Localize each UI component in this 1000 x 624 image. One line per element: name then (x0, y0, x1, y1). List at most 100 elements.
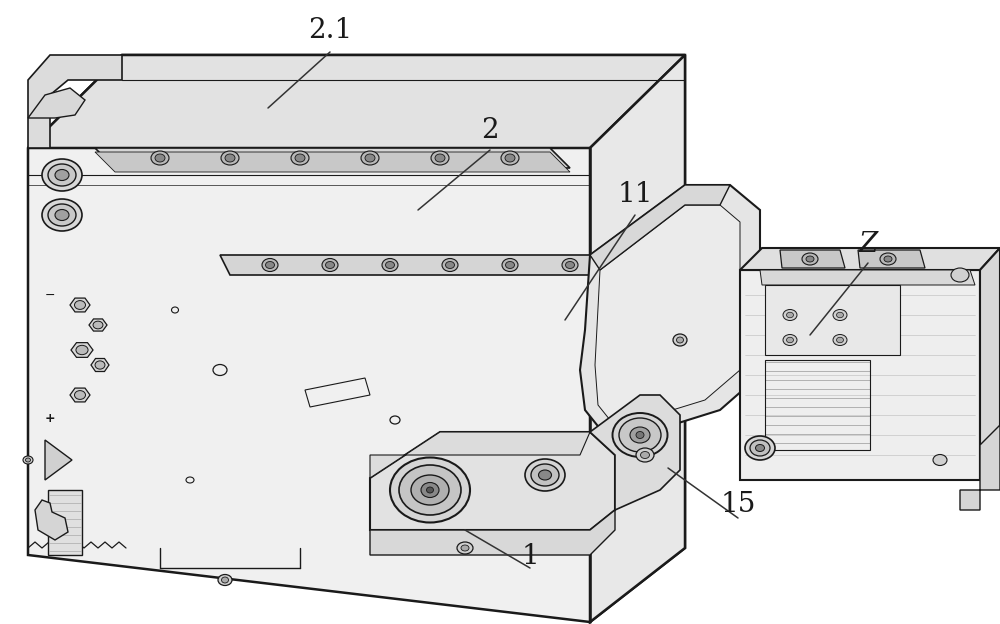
Ellipse shape (505, 154, 515, 162)
Text: −: − (45, 288, 55, 301)
Ellipse shape (42, 199, 82, 231)
Ellipse shape (262, 258, 278, 271)
Ellipse shape (676, 337, 684, 343)
Ellipse shape (783, 334, 797, 346)
Polygon shape (95, 148, 570, 168)
Ellipse shape (93, 321, 103, 329)
Polygon shape (95, 152, 570, 172)
Polygon shape (48, 490, 82, 555)
Text: 15: 15 (720, 492, 756, 519)
Polygon shape (858, 250, 925, 268)
Ellipse shape (833, 310, 847, 321)
Ellipse shape (630, 427, 650, 443)
Ellipse shape (74, 301, 86, 310)
Polygon shape (89, 319, 107, 331)
Polygon shape (370, 510, 615, 555)
Text: Z: Z (858, 232, 878, 258)
Ellipse shape (322, 258, 338, 271)
Ellipse shape (76, 345, 88, 354)
Ellipse shape (745, 436, 775, 460)
Ellipse shape (386, 261, 394, 268)
Ellipse shape (833, 334, 847, 346)
Polygon shape (760, 270, 975, 285)
Polygon shape (590, 55, 685, 622)
Polygon shape (960, 425, 1000, 510)
Text: 2.1: 2.1 (308, 16, 352, 44)
Polygon shape (220, 255, 625, 275)
Polygon shape (28, 55, 685, 148)
Ellipse shape (218, 575, 232, 585)
Text: 2: 2 (481, 117, 499, 144)
Polygon shape (740, 248, 1000, 270)
Ellipse shape (806, 256, 814, 262)
Ellipse shape (756, 444, 765, 452)
Ellipse shape (48, 164, 76, 186)
Ellipse shape (26, 458, 30, 462)
Ellipse shape (884, 256, 892, 262)
Ellipse shape (421, 482, 439, 497)
Ellipse shape (836, 312, 844, 318)
Ellipse shape (221, 151, 239, 165)
Ellipse shape (933, 454, 947, 466)
Ellipse shape (461, 545, 469, 551)
Polygon shape (370, 432, 590, 478)
Ellipse shape (222, 577, 228, 583)
Ellipse shape (502, 258, 518, 271)
Ellipse shape (390, 457, 470, 522)
Polygon shape (91, 359, 109, 371)
Ellipse shape (399, 465, 461, 515)
Polygon shape (28, 88, 85, 118)
Ellipse shape (525, 459, 565, 491)
Ellipse shape (636, 448, 654, 462)
Polygon shape (580, 185, 760, 435)
Ellipse shape (442, 258, 458, 271)
Ellipse shape (501, 151, 519, 165)
Ellipse shape (786, 337, 794, 343)
Polygon shape (590, 185, 730, 270)
Ellipse shape (750, 440, 770, 456)
Ellipse shape (457, 542, 473, 554)
Ellipse shape (786, 312, 794, 318)
Ellipse shape (431, 151, 449, 165)
Ellipse shape (361, 151, 379, 165)
Ellipse shape (326, 261, 334, 268)
Ellipse shape (95, 361, 105, 369)
Text: +: + (45, 411, 55, 424)
Ellipse shape (538, 470, 552, 480)
Polygon shape (28, 55, 122, 148)
Ellipse shape (880, 253, 896, 265)
Polygon shape (70, 388, 90, 402)
Polygon shape (590, 395, 680, 510)
Polygon shape (71, 343, 93, 358)
Ellipse shape (291, 151, 309, 165)
Polygon shape (980, 248, 1000, 480)
Ellipse shape (636, 432, 644, 439)
Ellipse shape (783, 310, 797, 321)
Ellipse shape (612, 413, 668, 457)
Ellipse shape (155, 154, 165, 162)
Text: 1: 1 (521, 544, 539, 570)
Ellipse shape (151, 151, 169, 165)
Ellipse shape (673, 334, 687, 346)
Ellipse shape (55, 210, 69, 220)
Ellipse shape (836, 337, 844, 343)
Polygon shape (780, 250, 845, 268)
Ellipse shape (295, 154, 305, 162)
Ellipse shape (48, 204, 76, 226)
Ellipse shape (802, 253, 818, 265)
Ellipse shape (566, 261, 574, 268)
Polygon shape (740, 270, 980, 480)
Ellipse shape (411, 475, 449, 505)
Polygon shape (28, 55, 685, 622)
Ellipse shape (951, 268, 969, 282)
Ellipse shape (640, 452, 650, 459)
Ellipse shape (562, 258, 578, 271)
Text: 11: 11 (617, 182, 653, 208)
Ellipse shape (506, 261, 514, 268)
Polygon shape (45, 440, 72, 480)
Polygon shape (765, 285, 900, 355)
Polygon shape (370, 432, 615, 530)
Ellipse shape (42, 159, 82, 191)
Polygon shape (70, 298, 90, 312)
Ellipse shape (446, 261, 454, 268)
